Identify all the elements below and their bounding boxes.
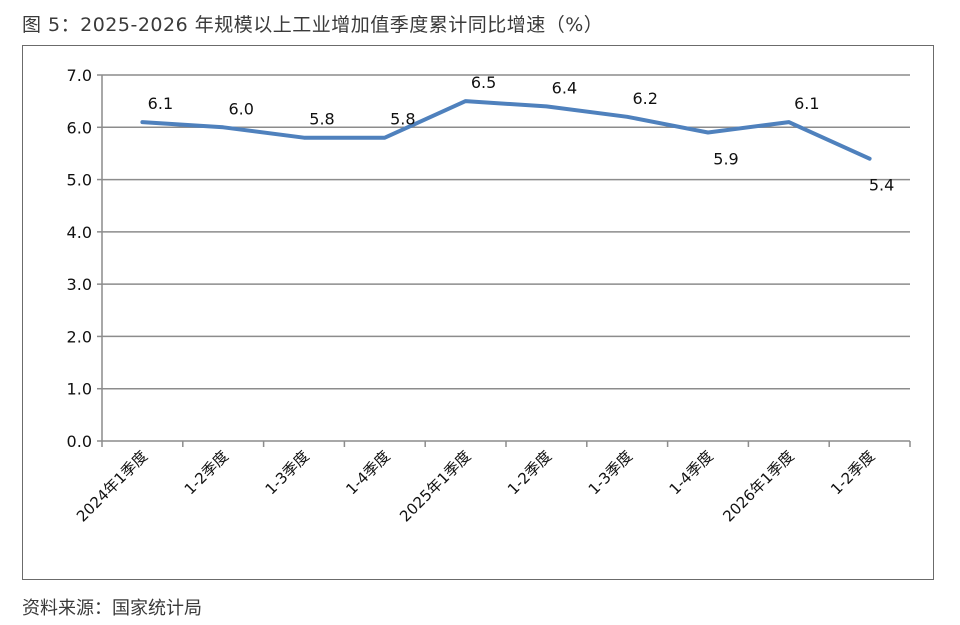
y-tick-label: 4.0: [67, 223, 92, 242]
y-tick-label: 5.0: [67, 171, 92, 190]
y-tick-labels: 0.0 1.0 2.0 3.0 4.0 5.0 6.0 7.0: [67, 66, 92, 451]
y-tick-label: 1.0: [67, 380, 92, 399]
series: [140, 99, 872, 161]
x-tick-label: 1-2季度: [827, 447, 878, 498]
x-tick-label: 1-4季度: [342, 447, 393, 498]
x-tick-label: 1-3季度: [262, 447, 313, 498]
data-labels: 6.1 6.0 5.8 5.8 6.5 6.4 6.2 5.9 6.1 5.4: [148, 73, 895, 195]
x-tick-labels: 2024年1季度 1-2季度 1-3季度 1-4季度 2025年1季度 1-2季度 1-3季…: [73, 447, 878, 525]
data-label: 6.1: [148, 94, 173, 113]
x-tick-label: 1-3季度: [585, 447, 636, 498]
data-label: 5.8: [390, 110, 415, 129]
y-tick-label: 6.0: [67, 118, 92, 137]
data-label: 6.1: [794, 94, 819, 113]
axes: [97, 74, 911, 447]
x-tick-label: 2026年1季度: [719, 447, 797, 525]
data-label: 5.4: [869, 176, 894, 195]
source-note: 资料来源：国家统计局: [22, 598, 202, 619]
chart-frame: [22, 45, 934, 580]
x-tick-label: 2024年1季度: [73, 447, 151, 525]
data-label: 6.5: [471, 73, 496, 92]
y-tick-label: 2.0: [67, 327, 92, 346]
y-tick-label: 3.0: [67, 275, 92, 294]
chart-title: 图 5：2025-2026 年规模以上工业增加值季度累计同比增速（%）: [22, 14, 604, 36]
series-line: [140, 99, 872, 161]
data-label: 5.8: [309, 110, 334, 129]
data-label: 6.2: [632, 89, 657, 108]
x-tick-label: 2025年1季度: [396, 447, 474, 525]
x-tick-label: 1-2季度: [181, 447, 232, 498]
data-label: 6.4: [552, 78, 577, 97]
data-label: 6.0: [228, 99, 253, 118]
y-tick-label: 0.0: [67, 432, 92, 451]
data-label: 5.9: [713, 150, 738, 169]
x-tick-label: 1-2季度: [504, 447, 555, 498]
y-tick-label: 7.0: [67, 66, 92, 85]
x-tick-label: 1-4季度: [666, 447, 717, 498]
grid-lines: [102, 74, 910, 390]
